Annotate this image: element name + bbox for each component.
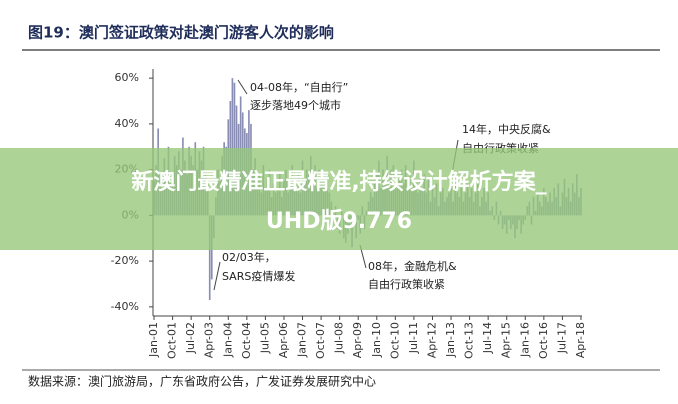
x-tick-label: Oct-01 <box>166 322 179 359</box>
x-tick-label: Jul-05 <box>258 322 271 354</box>
banner-text: 新澳门最精准正最精准,持续设计解析方案_ <box>131 169 546 195</box>
x-tick-label: Jan-10 <box>370 322 383 358</box>
x-tick-label: Jul-02 <box>184 322 197 354</box>
bar <box>208 215 211 300</box>
x-tick-label: Jan-04 <box>221 322 234 358</box>
annotation: 08年，金融危机& <box>368 259 457 273</box>
x-tick-label: Oct-07 <box>314 322 327 359</box>
annotations: 04-08年，“自由行” 逐步落地49个城市 14年，中央反腐&自由行政策收紧 02/… <box>213 79 551 291</box>
source: 数据来源：澳门旅游局，广东省政府公告，广发证券发展研究中心 <box>28 374 376 389</box>
y-tick-label: 40% <box>115 117 139 130</box>
x-tick-label: Apr-03 <box>203 322 216 358</box>
leader <box>237 79 248 95</box>
x-tick-label: Apr-15 <box>500 322 513 358</box>
x-tick-label: Jan-16 <box>518 322 531 358</box>
x-tick-label: Apr-09 <box>351 322 364 358</box>
x-tick-label: Jul-17 <box>555 322 568 354</box>
x-tick-label: Oct-10 <box>388 322 401 359</box>
x-tick-label: Apr-12 <box>425 322 438 358</box>
overlay-banner <box>0 148 678 250</box>
leader <box>213 261 221 291</box>
annotation: 逐步落地49个城市 <box>250 98 341 112</box>
x-tick-label: Apr-18 <box>574 322 587 358</box>
annotation: 14年，中央反腐& <box>462 122 551 136</box>
annotation: 02/03年， <box>222 250 276 264</box>
banner-text: UHD版9.776 <box>266 209 412 234</box>
x-tick-label: Jan-01 <box>147 322 160 358</box>
y-tick-label: -40% <box>111 300 139 313</box>
y-tick-label: -20% <box>111 254 139 267</box>
annotation: 自由行政策收紧 <box>368 277 445 291</box>
annotation: SARS疫情爆发 <box>222 269 295 283</box>
x-tick-label: Jan-07 <box>296 322 309 358</box>
bar <box>231 78 234 216</box>
x-tick-label: Jan-13 <box>444 322 457 358</box>
x-tick-label: Jul-08 <box>333 322 346 354</box>
chart-title: 图19：澳门签证政策对赴澳门游客人次的影响 <box>28 24 334 42</box>
y-tick-label: 60% <box>115 71 139 84</box>
annotation: 04-08年，“自由行” <box>250 80 348 94</box>
x-tick-label: Jul-11 <box>407 322 420 354</box>
x-tick-label: Oct-13 <box>463 322 476 359</box>
x-tick-label: Apr-06 <box>277 322 290 358</box>
x-tick-label: Jul-14 <box>481 322 494 354</box>
x-tick-label: Oct-16 <box>537 322 550 359</box>
x-tick-label: Oct-04 <box>240 322 253 359</box>
